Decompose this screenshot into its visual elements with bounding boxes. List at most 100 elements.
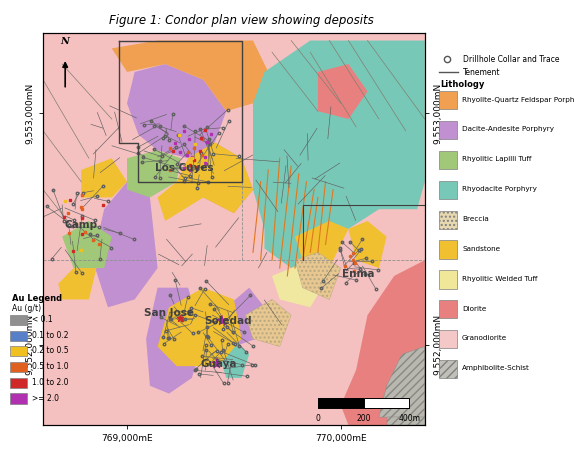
Point	[191, 336, 200, 344]
Point	[413, 216, 422, 223]
Point	[205, 187, 215, 194]
Point	[283, 319, 292, 326]
Point	[259, 239, 269, 246]
Point	[158, 275, 167, 283]
Point	[375, 273, 384, 280]
Point	[327, 320, 336, 328]
Point	[264, 181, 273, 189]
Point	[263, 391, 273, 398]
Point	[331, 101, 340, 108]
Point	[180, 402, 189, 409]
Point	[250, 113, 259, 120]
Point	[102, 72, 111, 80]
Point	[256, 82, 265, 89]
Point	[82, 364, 91, 371]
Point	[77, 284, 86, 292]
Point	[125, 195, 134, 203]
Point	[247, 375, 256, 382]
Point	[69, 184, 79, 191]
Point	[199, 261, 208, 268]
Point	[351, 129, 360, 137]
Point	[385, 407, 394, 415]
Point	[83, 80, 92, 88]
Bar	[318, 398, 364, 408]
Point	[335, 289, 344, 297]
Point	[189, 382, 199, 389]
Point	[250, 106, 259, 113]
Point	[212, 49, 222, 57]
Point	[187, 312, 196, 319]
Polygon shape	[127, 150, 180, 198]
Point	[82, 261, 91, 269]
Bar	[10, 362, 28, 372]
Point	[348, 275, 357, 283]
Point	[164, 123, 173, 130]
Point	[374, 124, 383, 132]
Point	[202, 190, 211, 198]
Point	[180, 41, 189, 48]
Point	[53, 33, 63, 40]
Text: Drillhole Collar and Trace: Drillhole Collar and Trace	[463, 55, 560, 64]
Point	[278, 61, 288, 69]
Point	[130, 337, 139, 345]
Point	[184, 352, 193, 359]
Point	[317, 223, 327, 231]
Point	[418, 362, 428, 369]
Point	[183, 308, 192, 316]
Point	[407, 218, 416, 225]
Polygon shape	[295, 252, 341, 299]
Point	[161, 279, 170, 287]
Point	[114, 397, 123, 405]
Bar	[439, 300, 456, 318]
Point	[176, 142, 185, 149]
Point	[50, 167, 59, 175]
Point	[75, 106, 84, 114]
Point	[311, 139, 320, 147]
Point	[374, 369, 383, 377]
Point	[344, 235, 354, 242]
Point	[63, 265, 72, 272]
Point	[98, 177, 107, 185]
Point	[352, 246, 361, 253]
Polygon shape	[379, 347, 425, 417]
Point	[189, 272, 199, 279]
Point	[204, 318, 213, 325]
Bar	[439, 151, 456, 169]
Point	[272, 53, 281, 60]
Point	[135, 385, 144, 392]
Point	[87, 360, 96, 368]
Point	[56, 371, 65, 378]
Polygon shape	[318, 64, 367, 119]
Point	[249, 161, 258, 168]
Point	[265, 358, 274, 365]
Polygon shape	[272, 260, 329, 307]
Point	[355, 144, 364, 151]
Point	[196, 367, 205, 374]
Point	[335, 325, 344, 333]
Point	[112, 314, 121, 321]
Point	[321, 137, 331, 144]
Point	[289, 126, 298, 134]
Point	[90, 191, 99, 198]
Point	[378, 262, 387, 269]
Point	[297, 198, 307, 205]
Point	[239, 162, 249, 170]
Point	[49, 380, 58, 387]
Point	[381, 125, 390, 132]
Point	[160, 245, 169, 253]
Point	[282, 315, 291, 322]
Polygon shape	[245, 299, 291, 347]
Point	[145, 154, 154, 162]
Point	[269, 291, 278, 299]
Point	[290, 262, 299, 270]
Point	[402, 63, 411, 70]
Text: Au (g/t): Au (g/t)	[11, 304, 41, 313]
Point	[267, 341, 276, 348]
Point	[51, 100, 60, 108]
Point	[345, 372, 354, 379]
Point	[137, 76, 146, 84]
Point	[258, 297, 267, 304]
Point	[418, 325, 428, 333]
Point	[158, 250, 167, 258]
Point	[120, 282, 129, 289]
